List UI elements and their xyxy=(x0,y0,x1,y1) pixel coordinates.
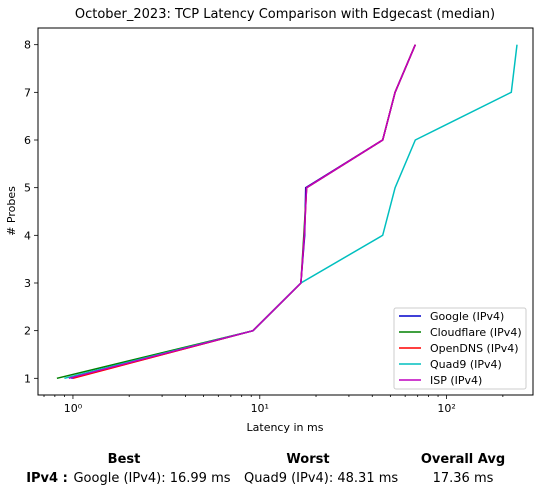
ipv4-row-label: IPv4 : xyxy=(26,471,68,486)
best-value: Google (IPv4): 16.99 ms xyxy=(73,471,231,486)
y-tick-label: 1 xyxy=(24,372,31,385)
x-axis-ticks: 10⁰ 10¹ 10² xyxy=(43,395,504,415)
worst-value: Quad9 (IPv4): 48.31 ms xyxy=(244,471,399,486)
y-tick-label: 6 xyxy=(24,134,31,147)
best-header: Best xyxy=(107,452,141,467)
legend-label-google-ipv4: Google (IPv4) xyxy=(430,310,504,323)
x-axis-label: Latency in ms xyxy=(247,421,324,434)
x-tick-label: 10⁰ xyxy=(64,402,83,415)
legend-label-opendns-ipv4: OpenDNS (IPv4) xyxy=(430,342,519,355)
legend-label-isp-ipv4: ISP (IPv4) xyxy=(430,374,482,387)
y-tick-label: 2 xyxy=(24,325,31,338)
y-axis-label: # Probes xyxy=(5,186,18,236)
y-tick-label: 4 xyxy=(24,229,31,242)
legend: Google (IPv4) Cloudflare (IPv4) OpenDNS (I… xyxy=(393,307,527,390)
legend-label-quad9-ipv4: Quad9 (IPv4) xyxy=(430,358,502,371)
overall-avg-header: Overall Avg xyxy=(420,452,506,467)
y-tick-label: 7 xyxy=(24,86,31,99)
y-tick-label: 8 xyxy=(24,39,31,52)
x-tick-label: 10² xyxy=(437,402,455,415)
overall-avg-value: 17.36 ms xyxy=(432,471,494,486)
series-line-opendns-ipv4 xyxy=(72,44,416,380)
series-line-cloudflare-ipv4 xyxy=(56,44,416,380)
worst-header: Worst xyxy=(286,452,330,467)
latency-chart: October_2023: TCP Latency Comparison wit… xyxy=(5,7,534,434)
y-tick-label: 3 xyxy=(24,277,31,290)
y-tick-label: 5 xyxy=(24,182,31,195)
chart-title: October_2023: TCP Latency Comparison wit… xyxy=(75,7,495,22)
plot-frame xyxy=(37,27,534,396)
y-axis-ticks: 1 2 3 4 5 6 7 8 xyxy=(24,39,38,385)
summary-table: Best Worst Overall Avg IPv4 : Google (IP… xyxy=(0,448,541,496)
plot-area xyxy=(56,44,518,380)
series-line-isp-ipv4 xyxy=(68,44,416,380)
legend-label-cloudflare-ipv4: Cloudflare (IPv4) xyxy=(430,326,522,339)
legend-box xyxy=(393,307,527,390)
series-line-google-ipv4 xyxy=(71,44,416,380)
x-tick-label: 10¹ xyxy=(251,402,269,415)
